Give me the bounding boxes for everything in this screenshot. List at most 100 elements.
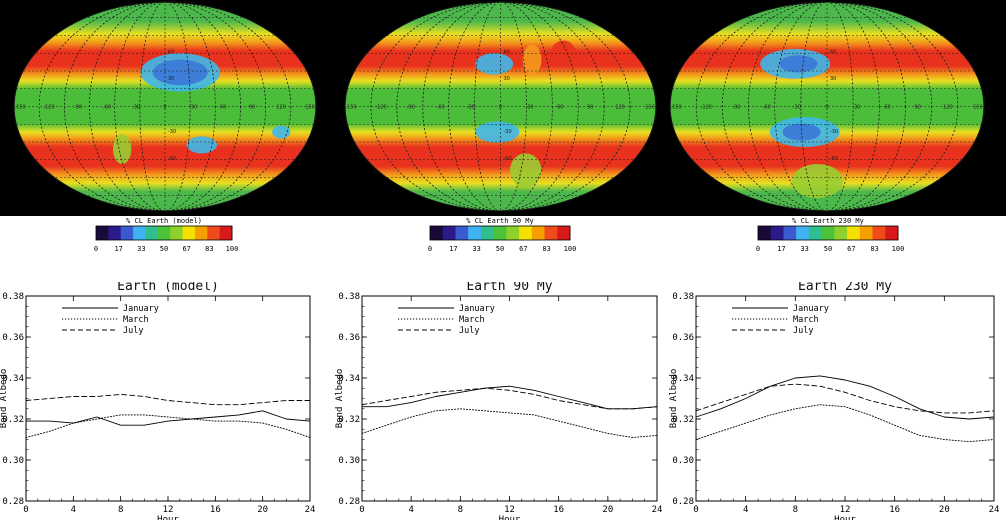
svg-text:-60: -60: [168, 156, 176, 162]
chart-title: Earth (model): [117, 282, 219, 294]
svg-text:60: 60: [830, 49, 836, 55]
x-tick-label: 24: [989, 505, 1000, 515]
svg-text:90: 90: [249, 105, 255, 111]
maps-panel: 60 30 -30 -60 -150 -120 -90 -60 -30 0 30 60 90 120 150…: [0, 0, 1006, 216]
cloud-map-model: 60 30 -30 -60 -150 -120 -90 -60 -30 0 30 60 90 120 150: [13, 1, 317, 212]
albedo-chart-2: Earth 230 My 0.28 0.30 0.32 0.34 0.36 0.38 0 4 8 1…: [669, 282, 1000, 520]
svg-text:-90: -90: [74, 105, 82, 111]
y-tick-label: 0.36: [672, 333, 694, 343]
colorbar-tick-label: 50: [160, 245, 168, 253]
y-tick-label: 0.34: [672, 374, 694, 384]
x-tick-label: 4: [408, 505, 413, 515]
y-axis-label: Bond Albedo: [335, 369, 345, 429]
chart-title: Earth 230 My: [798, 282, 892, 294]
svg-text:-60: -60: [103, 105, 111, 111]
svg-text:0: 0: [499, 105, 502, 111]
svg-text:-30: -30: [830, 129, 838, 135]
x-tick-label: 8: [458, 505, 463, 515]
series-line-january: [695, 375, 995, 420]
svg-text:-150: -150: [345, 105, 356, 111]
legend-label: July: [793, 326, 813, 336]
svg-text:90: 90: [914, 105, 920, 111]
x-tick-label: 16: [553, 505, 564, 515]
colorbar-tick-label: 17: [777, 245, 785, 253]
series-line-march: [361, 408, 658, 438]
chart-title: Earth 90 My: [466, 282, 552, 294]
legend-label: March: [459, 315, 485, 325]
y-tick-label: 0.30: [2, 456, 24, 466]
svg-text:-90: -90: [732, 105, 740, 111]
svg-text:60: 60: [220, 105, 226, 111]
colorbar-tick-label: 83: [542, 245, 550, 253]
series-line-march: [25, 414, 311, 438]
svg-text:-30: -30: [168, 129, 176, 135]
colorbar-tick-label: 0: [428, 245, 432, 253]
colorbar-tick-label: 50: [496, 245, 504, 253]
y-tick-label: 0.28: [338, 497, 360, 507]
y-tick-label: 0.34: [338, 374, 360, 384]
series-line-july: [695, 383, 995, 414]
svg-text:60: 60: [504, 49, 510, 55]
svg-text:150: 150: [973, 105, 983, 111]
svg-text:-30: -30: [504, 129, 512, 135]
svg-text:-30: -30: [467, 105, 475, 111]
legend-label: January: [123, 304, 159, 314]
svg-text:-60: -60: [830, 156, 838, 162]
x-tick-label: 16: [889, 505, 900, 515]
svg-text:-30: -30: [132, 105, 140, 111]
svg-text:30: 30: [168, 76, 174, 82]
svg-text:-150: -150: [670, 105, 681, 111]
svg-text:-90: -90: [407, 105, 415, 111]
x-tick-label: 24: [652, 505, 663, 515]
svg-text:0: 0: [163, 105, 166, 111]
svg-text:-120: -120: [701, 105, 712, 111]
x-tick-label: 20: [602, 505, 613, 515]
colorbar-tick-label: 0: [94, 245, 98, 253]
colorbar-90my: % CL Earth 90 My 0 17 33 50 67 83 100: [428, 217, 577, 253]
plot-frame: [361, 295, 658, 502]
y-tick-label: 0.32: [672, 415, 694, 425]
plot-frame: [25, 295, 311, 502]
colorbar-title: % CL Earth (model): [126, 217, 202, 225]
svg-text:-150: -150: [14, 105, 25, 111]
y-tick-label: 0.38: [2, 292, 24, 302]
plot-frame: [695, 295, 995, 502]
x-tick-label: 0: [693, 505, 698, 515]
y-tick-label: 0.30: [338, 456, 360, 466]
colorbar-tick-label: 100: [226, 245, 239, 253]
svg-text:60: 60: [168, 49, 174, 55]
y-tick-label: 0.36: [338, 333, 360, 343]
svg-text:150: 150: [645, 105, 655, 111]
colorbar-tick-label: 33: [472, 245, 480, 253]
colorbar-tick-label: 100: [564, 245, 577, 253]
colorbar-tick-label: 83: [205, 245, 213, 253]
x-tick-label: 4: [71, 505, 76, 515]
svg-text:120: 120: [615, 105, 625, 111]
svg-text:-120: -120: [43, 105, 54, 111]
x-tick-label: 12: [840, 505, 851, 515]
x-tick-label: 4: [743, 505, 748, 515]
x-tick-label: 20: [257, 505, 268, 515]
series-line-july: [25, 393, 311, 406]
svg-text:30: 30: [854, 105, 860, 111]
legend-label: January: [793, 304, 829, 314]
x-axis-label: Hour: [157, 515, 179, 520]
y-tick-label: 0.34: [2, 374, 24, 384]
y-axis-label: Bond Albedo: [669, 369, 679, 429]
colorbar-tick-label: 17: [449, 245, 457, 253]
svg-text:90: 90: [587, 105, 593, 111]
colorbar-tick-label: 83: [870, 245, 878, 253]
colorbar-tick-label: 33: [800, 245, 808, 253]
x-tick-label: 12: [504, 505, 515, 515]
svg-text:60: 60: [884, 105, 890, 111]
cloud-map-90my: 60 30 -30 -60 -150 -120 -90 -60 -30 0 30 60 90 120 150: [344, 1, 657, 212]
svg-text:120: 120: [943, 105, 953, 111]
colorbar-tick-label: 67: [182, 245, 190, 253]
cloud-map-230my: 60 30 -30 -60 -150 -120 -90 -60 -30 0 30 60 90 120 150: [669, 1, 985, 212]
legend-label: July: [459, 326, 479, 336]
x-tick-label: 16: [210, 505, 221, 515]
y-tick-label: 0.28: [672, 497, 694, 507]
svg-text:150: 150: [305, 105, 315, 111]
svg-text:-120: -120: [375, 105, 386, 111]
colorbar-tick-label: 67: [847, 245, 855, 253]
